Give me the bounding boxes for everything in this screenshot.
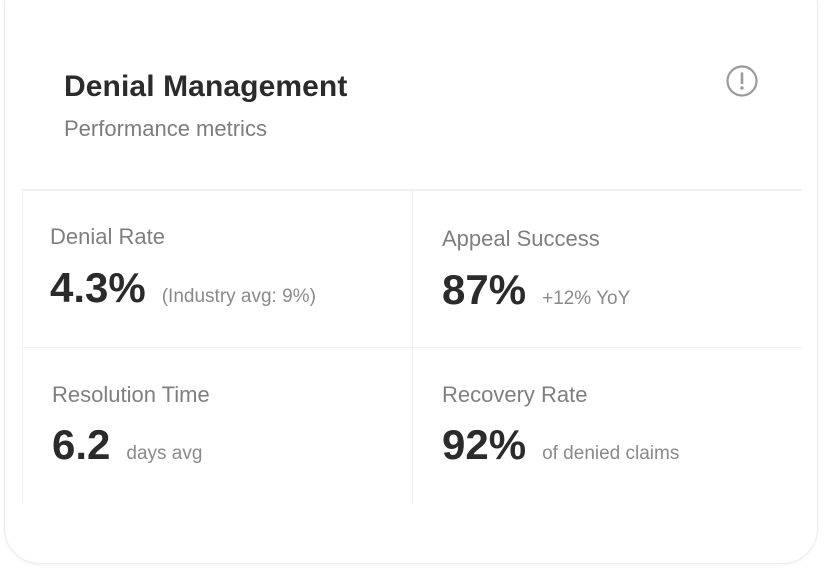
- metric-appeal-success: 87% +12% YoY: [442, 266, 630, 314]
- metric-note-resolution-time: days avg: [126, 443, 203, 464]
- metric-value-appeal-success: 87%: [442, 266, 527, 313]
- metric-resolution-time: 6.2 days avg: [52, 421, 202, 469]
- metrics-divider-top: [22, 189, 802, 191]
- metrics-divider-left: [22, 191, 23, 503]
- card-subtitle: Performance metrics: [64, 116, 267, 141]
- metric-label-appeal-success: Appeal Success: [442, 226, 600, 251]
- metric-denial-rate: 4.3% (Industry avg: 9%): [50, 264, 316, 312]
- metric-value-resolution-time: 6.2: [52, 421, 111, 468]
- exclamation-circle-icon[interactable]: [726, 65, 758, 97]
- metric-note-appeal-success: +12% YoY: [542, 288, 631, 309]
- metric-label-recovery-rate: Recovery Rate: [442, 382, 588, 407]
- metric-value-recovery-rate: 92%: [442, 421, 527, 468]
- metric-value-denial-rate: 4.3%: [50, 264, 146, 311]
- metric-recovery-rate: 92% of denied claims: [442, 421, 679, 469]
- card-title: Denial Management: [64, 70, 348, 103]
- denial-management-card: [4, 0, 818, 564]
- metric-note-recovery-rate: of denied claims: [542, 443, 680, 464]
- metric-label-denial-rate: Denial Rate: [50, 224, 165, 249]
- metric-label-resolution-time: Resolution Time: [52, 382, 210, 407]
- metrics-divider-vertical: [412, 191, 413, 503]
- metric-note-denial-rate: (Industry avg: 9%): [161, 286, 316, 307]
